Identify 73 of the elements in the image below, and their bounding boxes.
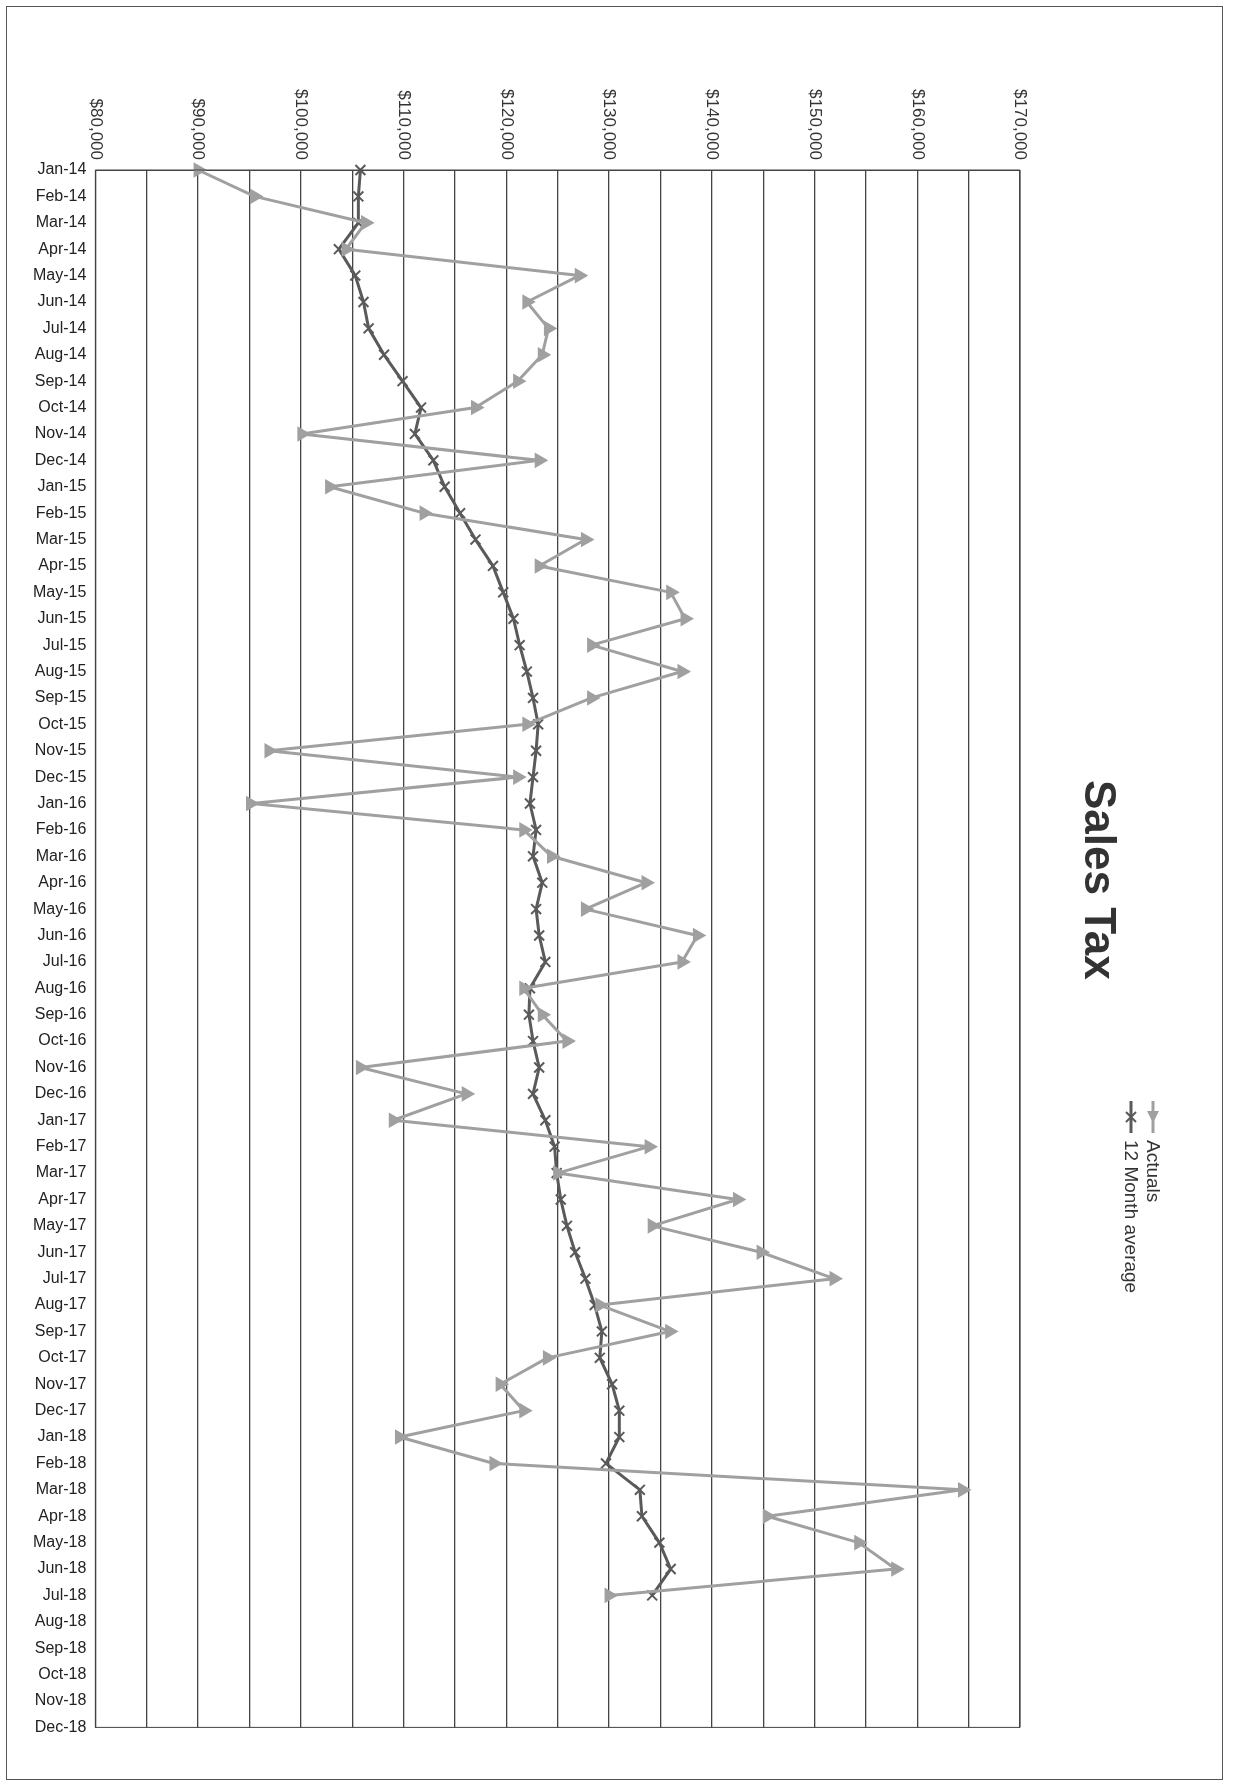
y-tick-label: Jul-14 bbox=[42, 318, 87, 336]
y-tick-label: Oct-15 bbox=[38, 714, 87, 732]
y-tick-label: Aug-15 bbox=[34, 661, 87, 679]
x-tick-label: $80,000 bbox=[86, 98, 106, 160]
y-tick-label: Feb-16 bbox=[35, 820, 87, 838]
y-tick-label: May-15 bbox=[32, 582, 87, 600]
y-tick-label: Aug-14 bbox=[34, 345, 87, 363]
y-tick-label: Dec-15 bbox=[34, 767, 87, 785]
y-tick-label: Mar-18 bbox=[35, 1480, 87, 1498]
y-tick-label: Nov-18 bbox=[34, 1691, 87, 1709]
y-tick-label: Mar-17 bbox=[35, 1163, 87, 1181]
x-tick-label: $150,000 bbox=[805, 89, 825, 160]
x-tick-label: $90,000 bbox=[189, 98, 209, 160]
y-tick-label: Sep-15 bbox=[34, 688, 87, 706]
y-tick-label: Apr-16 bbox=[38, 873, 87, 891]
legend-label: Actuals bbox=[1142, 1140, 1164, 1203]
x-tick-label: $120,000 bbox=[497, 89, 517, 160]
y-tick-label: Jul-18 bbox=[42, 1585, 87, 1603]
y-tick-label: Jan-14 bbox=[37, 160, 87, 178]
y-tick-label: Jun-15 bbox=[37, 609, 87, 627]
y-tick-label: Nov-15 bbox=[34, 741, 87, 759]
y-tick-label: Jan-17 bbox=[37, 1110, 87, 1128]
legend-label: 12 Month average bbox=[1120, 1140, 1142, 1294]
y-tick-label: Feb-15 bbox=[35, 503, 87, 521]
y-tick-label: Nov-16 bbox=[34, 1057, 87, 1075]
y-tick-label: Aug-16 bbox=[34, 978, 87, 996]
y-tick-label: Aug-18 bbox=[34, 1612, 87, 1630]
y-tick-label: Jun-17 bbox=[37, 1242, 87, 1260]
x-tick-label: $110,000 bbox=[394, 90, 414, 160]
x-tick-label: $100,000 bbox=[292, 89, 312, 160]
y-tick-label: Nov-17 bbox=[34, 1374, 87, 1392]
y-tick-label: Jun-14 bbox=[37, 292, 87, 310]
y-tick-label: Sep-18 bbox=[34, 1638, 87, 1656]
y-tick-label: Jun-16 bbox=[37, 925, 87, 943]
y-tick-label: May-17 bbox=[32, 1216, 87, 1234]
y-tick-label: Sep-16 bbox=[34, 1005, 87, 1023]
y-tick-label: Apr-17 bbox=[38, 1189, 87, 1207]
y-tick-label: Jan-18 bbox=[37, 1427, 87, 1445]
y-tick-label: Mar-14 bbox=[35, 213, 87, 231]
y-tick-label: Sep-14 bbox=[34, 371, 87, 389]
y-tick-label: Apr-14 bbox=[38, 239, 87, 257]
y-tick-label: Mar-16 bbox=[35, 846, 87, 864]
x-tick-label: $130,000 bbox=[600, 89, 620, 160]
y-tick-label: Aug-17 bbox=[34, 1295, 87, 1313]
x-tick-label: $160,000 bbox=[908, 89, 928, 160]
x-tick-label: $140,000 bbox=[703, 89, 723, 160]
y-tick-label: Jun-18 bbox=[37, 1559, 87, 1577]
y-tick-label: Feb-14 bbox=[35, 186, 87, 204]
y-tick-label: Oct-14 bbox=[38, 397, 87, 415]
y-tick-label: Dec-14 bbox=[34, 450, 87, 468]
y-tick-label: Dec-18 bbox=[34, 1717, 87, 1735]
text: Sales Tax bbox=[1075, 780, 1125, 980]
y-tick-label: May-16 bbox=[32, 899, 87, 917]
y-tick-label: Jul-15 bbox=[42, 635, 87, 653]
y-tick-label: Jul-17 bbox=[42, 1269, 87, 1287]
y-tick-label: May-18 bbox=[32, 1533, 87, 1551]
y-tick-label: Apr-18 bbox=[38, 1506, 87, 1524]
y-tick-label: Oct-16 bbox=[38, 1031, 87, 1049]
y-tick-label: Feb-18 bbox=[35, 1453, 87, 1471]
x-tick-label: $170,000 bbox=[1011, 89, 1031, 160]
y-tick-label: Dec-17 bbox=[34, 1401, 87, 1419]
y-tick-label: Nov-14 bbox=[34, 424, 87, 442]
y-tick-label: Jul-16 bbox=[42, 952, 87, 970]
y-tick-label: Jan-16 bbox=[37, 793, 87, 811]
y-tick-label: Sep-17 bbox=[34, 1321, 87, 1339]
y-tick-label: Oct-17 bbox=[38, 1348, 87, 1366]
y-tick-label: Feb-17 bbox=[35, 1137, 87, 1155]
y-tick-label: Mar-15 bbox=[35, 529, 87, 547]
y-tick-label: Dec-16 bbox=[34, 1084, 87, 1102]
y-tick-label: Oct-18 bbox=[38, 1665, 87, 1683]
y-tick-label: May-14 bbox=[32, 265, 87, 283]
y-tick-label: Apr-15 bbox=[38, 556, 87, 574]
y-tick-label: Jan-15 bbox=[37, 477, 87, 495]
